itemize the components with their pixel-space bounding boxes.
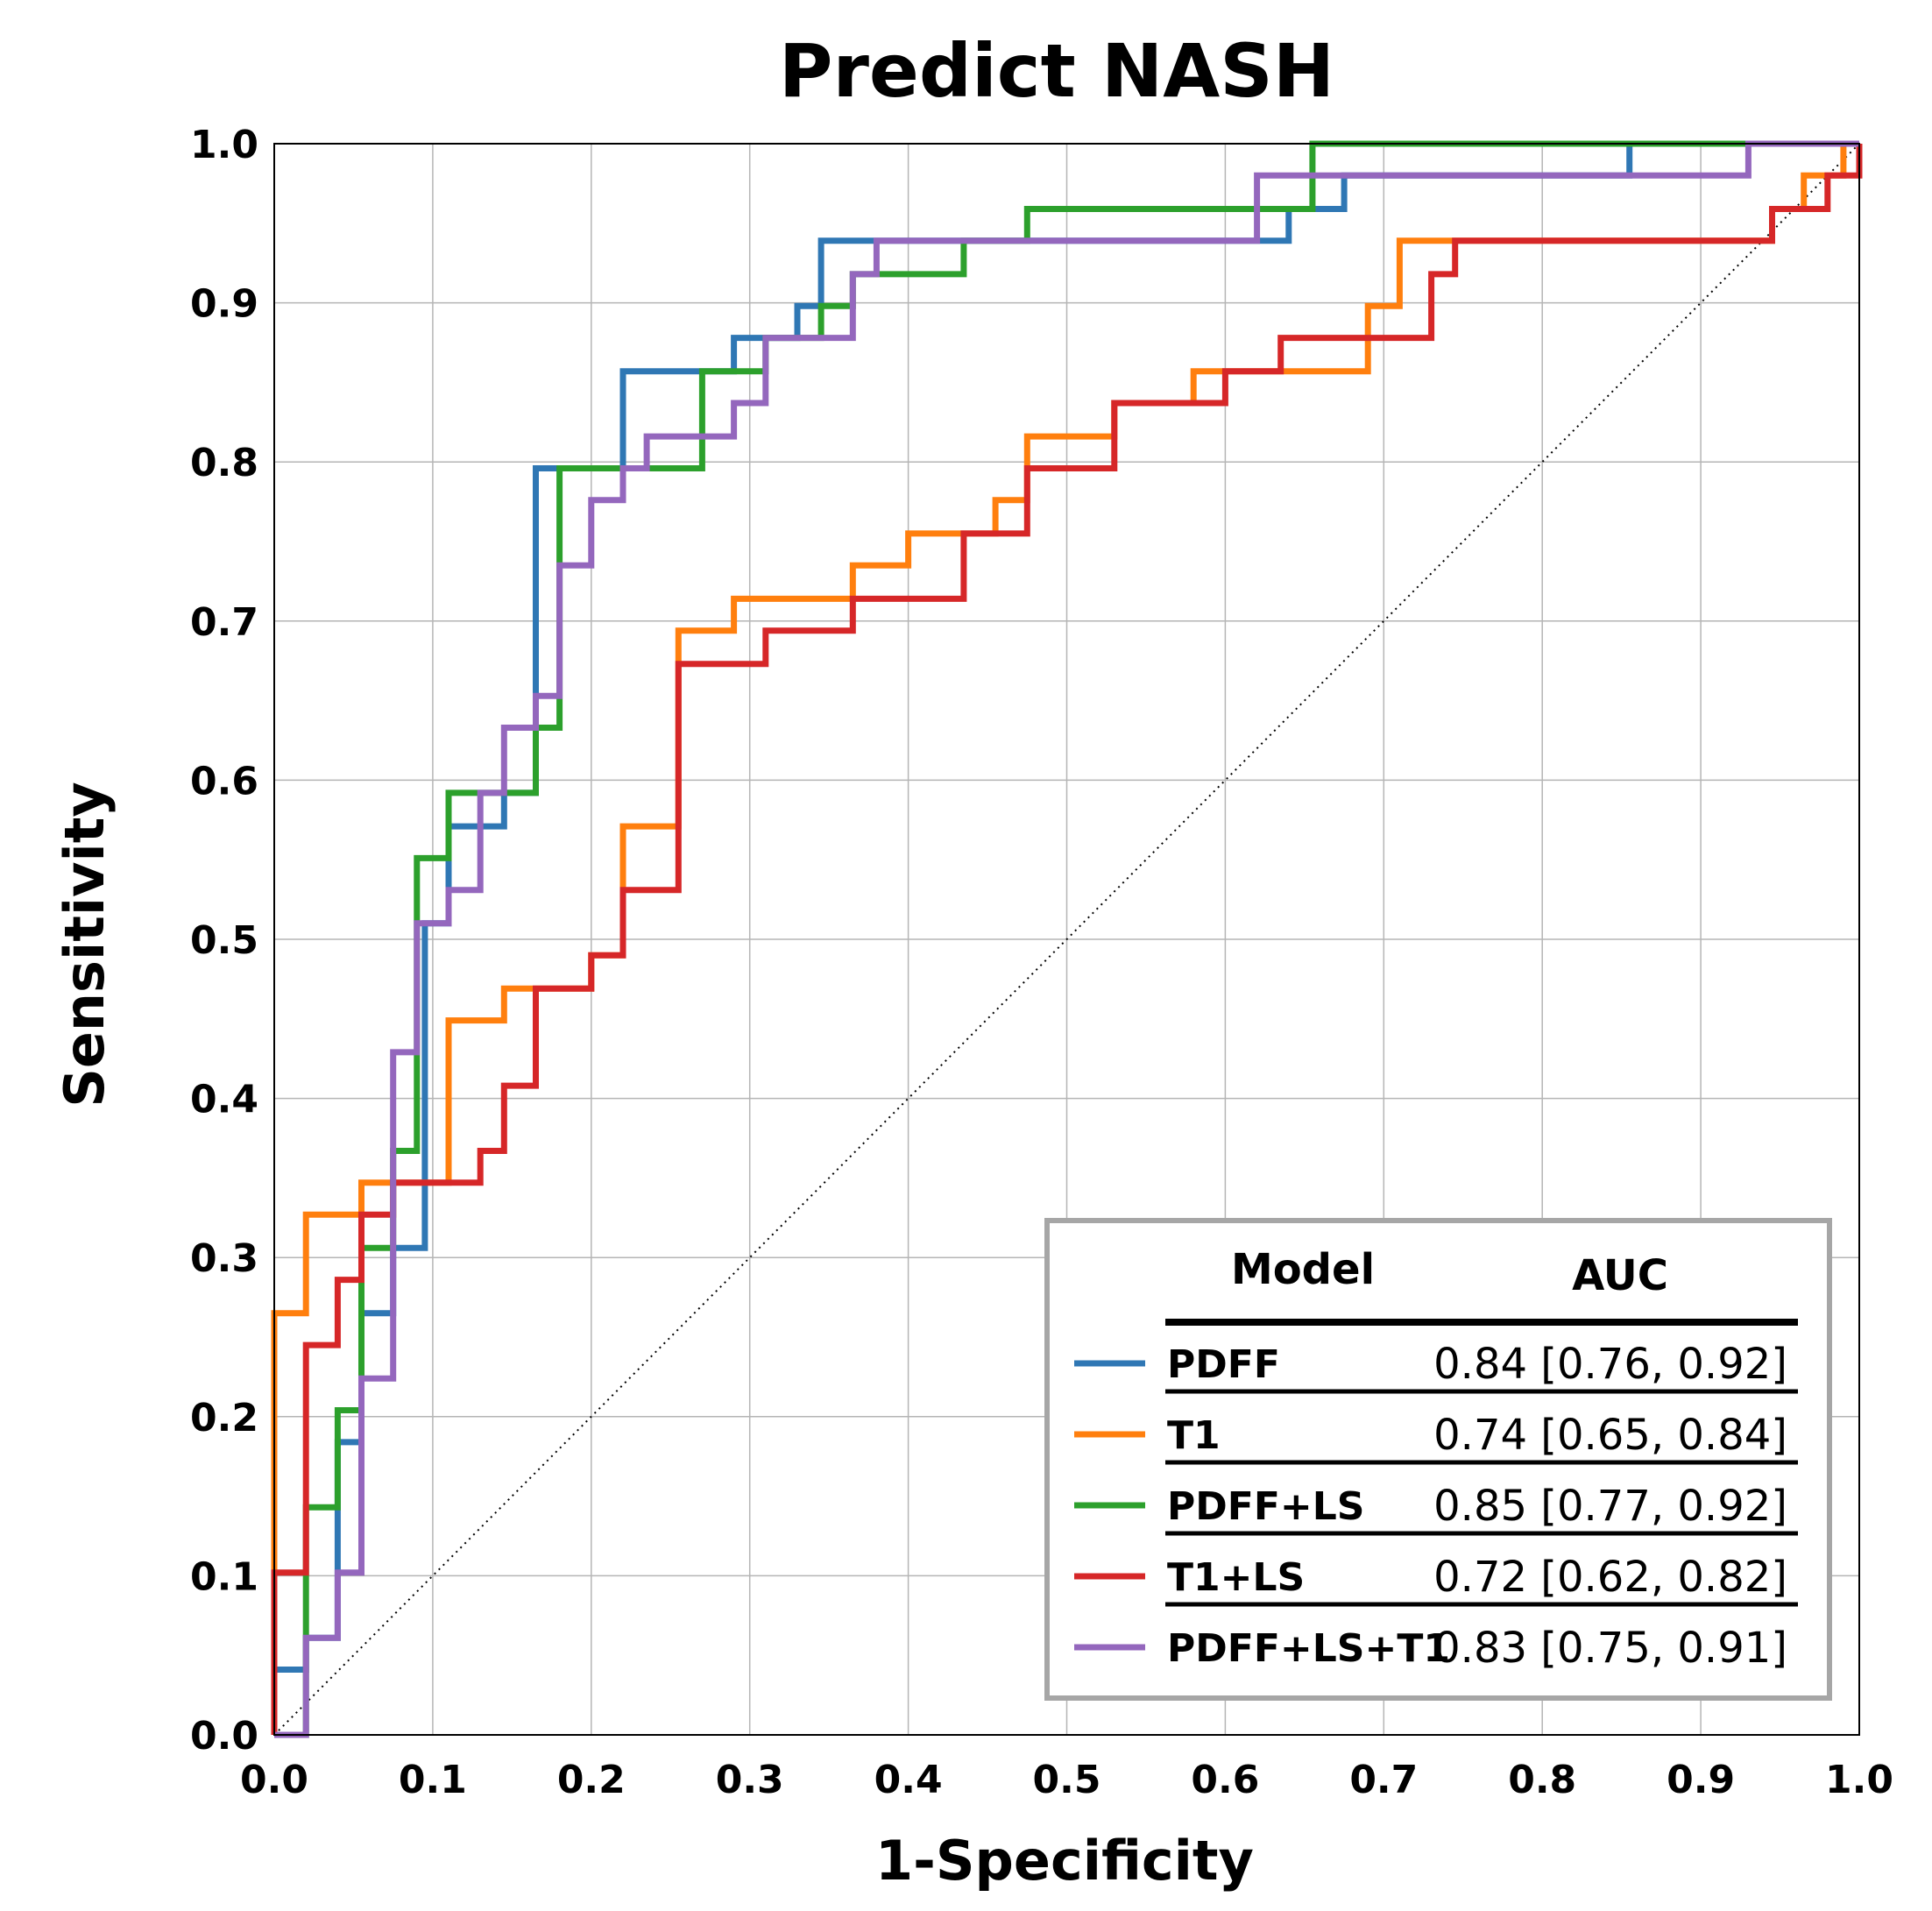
x-tick-label: 0.0 xyxy=(240,1758,308,1802)
legend-model-name: PDFF xyxy=(1167,1342,1280,1387)
x-axis-ticks: 0.0 0.1 0.2 0.3 0.4 0.5 0.6 0.7 0.8 0.9 1.0 xyxy=(240,1758,1893,1802)
legend-model-name: PDFF+LS+T1 xyxy=(1167,1626,1450,1671)
x-tick-label: 0.3 xyxy=(716,1758,784,1802)
y-tick-label: 0.4 xyxy=(190,1078,258,1122)
y-tick-label: 0.7 xyxy=(190,600,258,645)
reference-diagonal xyxy=(273,143,1860,1736)
legend-header-auc: AUC xyxy=(1572,1251,1668,1300)
y-tick-label: 0.3 xyxy=(190,1236,258,1281)
plot-frame xyxy=(273,143,1860,1736)
x-axis-label: 1-Specificity xyxy=(875,1829,1254,1893)
x-tick-label: 0.9 xyxy=(1667,1758,1735,1802)
legend: Model AUC PDFF 0.84 [0.76, 0.92] T1 0.74 [0.6… xyxy=(1044,1218,1832,1701)
x-tick-label: 1.0 xyxy=(1825,1758,1893,1802)
y-axis-label: Sensitivity xyxy=(53,782,117,1108)
x-tick-label: 0.6 xyxy=(1191,1758,1259,1802)
legend-box xyxy=(1044,1218,1832,1701)
series-line-t1-ls xyxy=(271,144,1863,1735)
legend-model-name: PDFF+LS xyxy=(1167,1484,1364,1529)
y-tick-label: 0.8 xyxy=(190,441,258,485)
legend-header-model: Model xyxy=(1231,1245,1375,1294)
y-tick-label: 0.5 xyxy=(190,918,258,963)
x-tick-label: 0.1 xyxy=(399,1758,467,1802)
y-tick-label: 0.6 xyxy=(190,759,258,803)
series-group xyxy=(271,140,1863,1738)
legend-auc-value: 0.85 [0.77, 0.92] xyxy=(1433,1482,1787,1531)
chart-title: Predict NASH xyxy=(779,28,1334,114)
x-tick-label: 0.7 xyxy=(1349,1758,1418,1802)
y-tick-label: 0.2 xyxy=(190,1396,258,1440)
y-axis-ticks: 0.0 0.1 0.2 0.3 0.4 0.5 0.6 0.7 0.8 0.9 1.0 xyxy=(190,123,258,1759)
legend-model-name: T1 xyxy=(1167,1413,1221,1458)
y-tick-label: 1.0 xyxy=(190,123,258,167)
x-tick-label: 0.4 xyxy=(874,1758,943,1802)
x-tick-label: 0.8 xyxy=(1508,1758,1576,1802)
x-tick-label: 0.2 xyxy=(557,1758,626,1802)
y-tick-label: 0.9 xyxy=(190,282,258,327)
series-line-pdff-ls-t1 xyxy=(274,140,1859,1738)
legend-auc-value: 0.74 [0.65, 0.84] xyxy=(1433,1411,1787,1460)
y-tick-label: 0.0 xyxy=(190,1714,258,1759)
reference-line xyxy=(273,143,1860,1736)
legend-model-name: T1+LS xyxy=(1167,1555,1305,1600)
y-tick-label: 0.1 xyxy=(190,1554,258,1599)
legend-auc-value: 0.84 [0.76, 0.92] xyxy=(1433,1340,1787,1389)
legend-auc-value: 0.83 [0.75, 0.91] xyxy=(1433,1624,1787,1673)
legend-auc-value: 0.72 [0.62, 0.82] xyxy=(1433,1553,1787,1602)
x-tick-label: 0.5 xyxy=(1033,1758,1101,1802)
